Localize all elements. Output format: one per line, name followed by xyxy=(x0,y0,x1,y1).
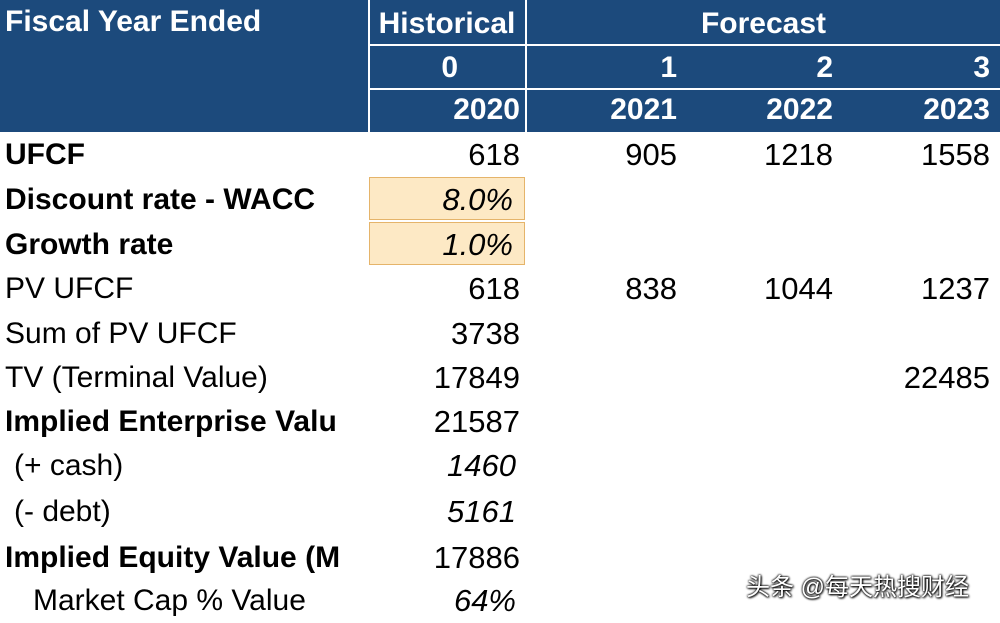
row-label: (- debt) xyxy=(14,495,111,528)
table-row: Implied Enterprise Valu 21587 xyxy=(0,399,1000,444)
value-cell: 905 xyxy=(625,137,677,172)
row-label: Discount rate - WACC xyxy=(5,183,316,216)
row-label: Market Cap % Value xyxy=(33,584,306,617)
row-label: PV UFCF xyxy=(5,272,134,305)
row-label: Implied Equity Value (M xyxy=(5,541,341,574)
year-2022: 2022 xyxy=(766,93,833,126)
value-cell[interactable]: 8.0% xyxy=(442,182,513,217)
value-cell: 838 xyxy=(625,271,677,306)
table-row: Growth rate 1.0% xyxy=(0,222,1000,267)
row-label: Growth rate xyxy=(5,228,174,261)
table-row: Sum of PV UFCF 3738 xyxy=(0,311,1000,356)
header-historical: Historical xyxy=(378,7,516,40)
year-2021: 2021 xyxy=(610,93,677,126)
value-cell: 5161 xyxy=(447,494,516,529)
table-row: UFCF 618 905 1218 1558 xyxy=(0,132,1000,177)
header-divider xyxy=(368,0,370,132)
value-cell: 21587 xyxy=(433,404,520,439)
period-1: 1 xyxy=(660,51,677,84)
row-label: (+ cash) xyxy=(14,449,124,482)
period-3: 3 xyxy=(973,51,990,84)
value-cell: 22485 xyxy=(903,360,990,395)
header-forecast: Forecast xyxy=(700,7,827,40)
value-cell: 17886 xyxy=(433,540,520,575)
wacc-input-cell[interactable] xyxy=(369,177,525,220)
value-cell: 1218 xyxy=(764,137,833,172)
table-header: Fiscal Year Ended Historical Forecast 0 … xyxy=(0,0,1000,132)
year-2020: 2020 xyxy=(453,93,520,126)
row-label: Sum of PV UFCF xyxy=(5,317,237,350)
table-row: PV UFCF 618 838 1044 1237 xyxy=(0,266,1000,311)
value-cell: 64% xyxy=(453,583,516,618)
header-divider xyxy=(368,44,1000,46)
value-cell: 1460 xyxy=(447,448,516,483)
header-divider xyxy=(368,88,1000,90)
table-row: (- debt) 5161 xyxy=(0,489,1000,534)
value-cell: 1558 xyxy=(921,137,990,172)
watermark: 头条 @每天热搜财经 xyxy=(746,574,970,601)
value-cell: 1044 xyxy=(764,271,833,306)
value-cell[interactable]: 1.0% xyxy=(442,227,513,262)
year-2023: 2023 xyxy=(923,93,990,126)
value-cell: 17849 xyxy=(433,360,520,395)
growth-input-cell[interactable] xyxy=(369,222,525,265)
period-2: 2 xyxy=(816,51,833,84)
table-row: Discount rate - WACC 8.0% xyxy=(0,177,1000,222)
period-0: 0 xyxy=(441,51,458,84)
value-cell: 618 xyxy=(468,137,520,172)
header-title: Fiscal Year Ended xyxy=(5,5,262,38)
row-label: Implied Enterprise Valu xyxy=(5,405,337,438)
table-row: TV (Terminal Value) 17849 22485 xyxy=(0,355,1000,400)
value-cell: 1237 xyxy=(921,271,990,306)
value-cell: 3738 xyxy=(451,316,520,351)
header-divider xyxy=(525,0,527,132)
row-label: UFCF xyxy=(5,138,85,171)
table-row: (+ cash) 1460 xyxy=(0,443,1000,488)
table-row: Implied Equity Value (M 17886 xyxy=(0,535,1000,580)
row-label: TV (Terminal Value) xyxy=(5,361,268,394)
value-cell: 618 xyxy=(468,271,520,306)
table-row: Market Cap % Value 64% xyxy=(0,578,1000,623)
